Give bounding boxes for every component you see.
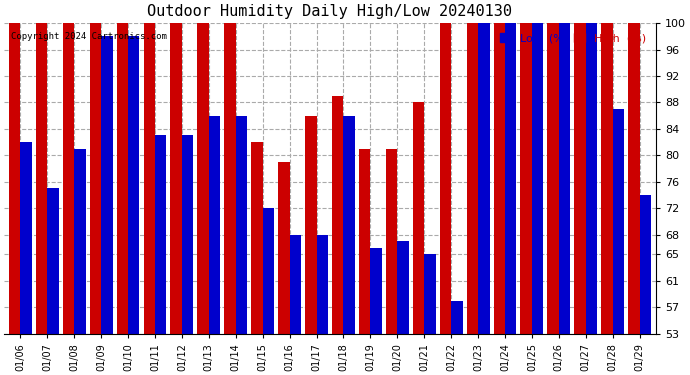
Bar bbox=[278, 162, 290, 334]
Bar bbox=[197, 23, 209, 334]
Bar bbox=[155, 135, 166, 334]
Bar bbox=[236, 116, 247, 334]
Bar bbox=[478, 23, 489, 334]
Bar bbox=[128, 36, 139, 334]
Bar bbox=[317, 235, 328, 334]
Bar bbox=[532, 23, 544, 334]
Bar bbox=[101, 36, 112, 334]
Bar bbox=[493, 23, 505, 334]
Bar bbox=[332, 96, 344, 334]
Bar bbox=[47, 188, 59, 334]
Bar bbox=[640, 195, 651, 334]
Bar bbox=[144, 23, 155, 334]
Bar bbox=[586, 23, 598, 334]
Bar bbox=[63, 23, 75, 334]
Bar bbox=[601, 23, 613, 334]
Bar bbox=[90, 23, 101, 334]
Bar bbox=[547, 23, 559, 334]
Bar bbox=[451, 301, 462, 334]
Bar bbox=[424, 255, 435, 334]
Bar bbox=[290, 235, 301, 334]
Bar bbox=[20, 142, 32, 334]
Bar bbox=[613, 109, 624, 334]
Bar bbox=[520, 23, 532, 334]
Bar bbox=[36, 23, 47, 334]
Bar bbox=[371, 248, 382, 334]
Bar bbox=[305, 116, 317, 334]
Bar bbox=[75, 149, 86, 334]
Bar bbox=[251, 142, 263, 334]
Text: Copyright 2024 Cartronics.com: Copyright 2024 Cartronics.com bbox=[10, 32, 166, 41]
Bar bbox=[359, 149, 371, 334]
Bar bbox=[117, 23, 128, 334]
Title: Outdoor Humidity Daily High/Low 20240130: Outdoor Humidity Daily High/Low 20240130 bbox=[148, 4, 513, 19]
Bar bbox=[574, 23, 586, 334]
Bar bbox=[397, 241, 408, 334]
Bar bbox=[386, 149, 397, 334]
Bar bbox=[9, 23, 20, 334]
Bar bbox=[224, 23, 236, 334]
Bar bbox=[505, 23, 516, 334]
Bar bbox=[413, 102, 424, 334]
Bar bbox=[209, 116, 220, 334]
Bar bbox=[628, 23, 640, 334]
Bar bbox=[182, 135, 193, 334]
Bar bbox=[559, 23, 571, 334]
Bar bbox=[263, 208, 274, 334]
Bar bbox=[440, 23, 451, 334]
Bar bbox=[466, 23, 478, 334]
Bar bbox=[170, 23, 182, 334]
Bar bbox=[344, 116, 355, 334]
Legend: Low  (%), High  (%): Low (%), High (%) bbox=[495, 28, 650, 48]
